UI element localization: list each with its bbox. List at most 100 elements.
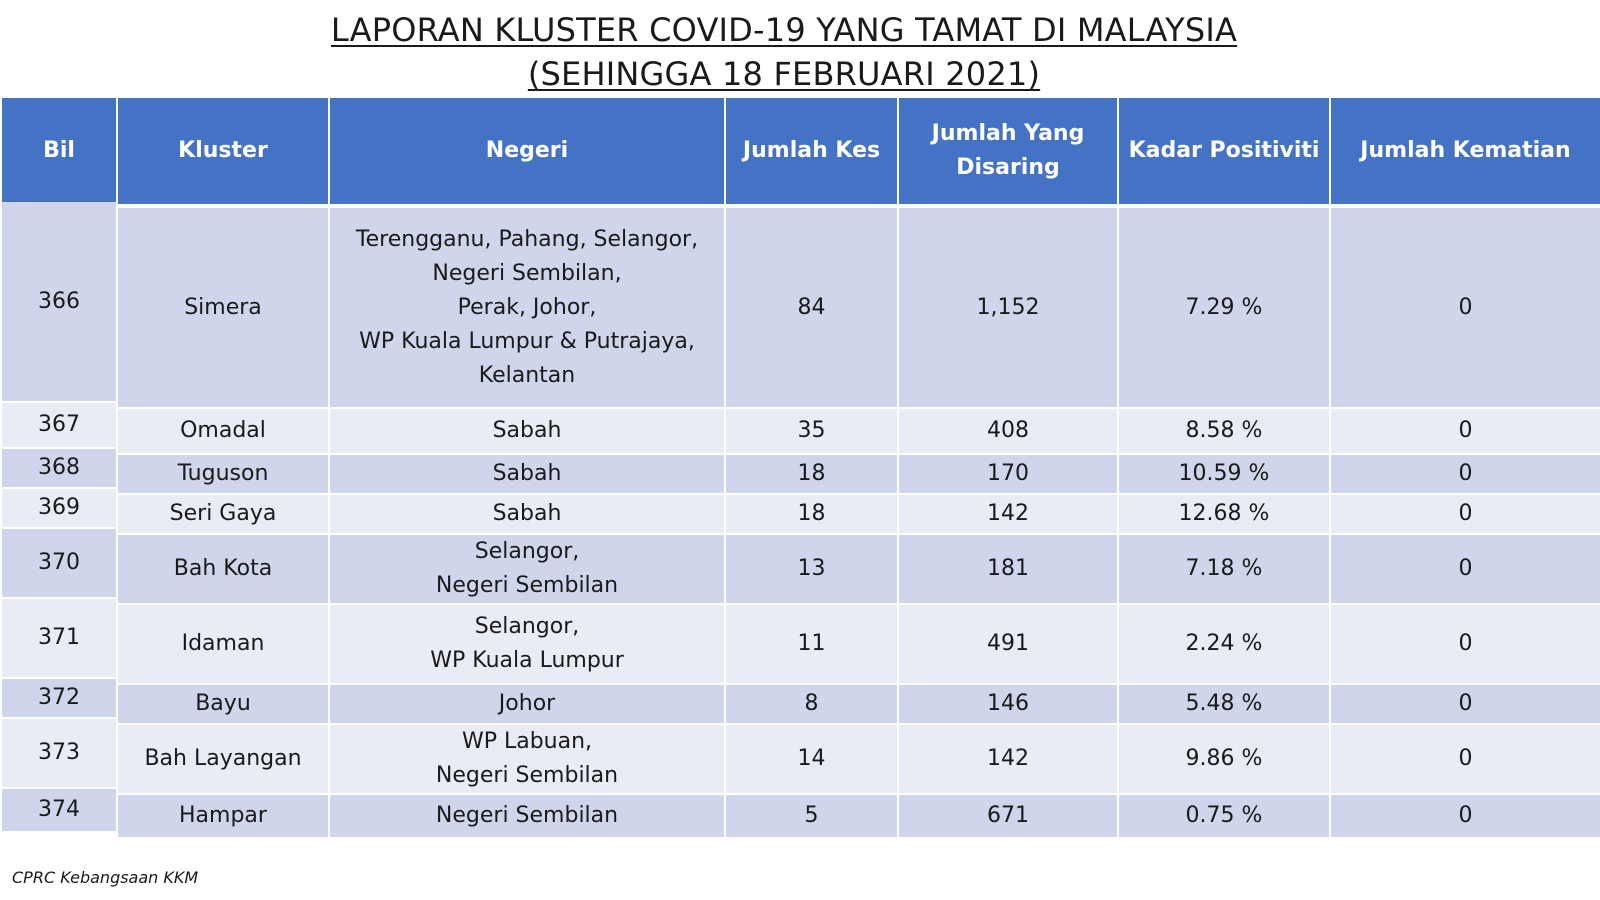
cell-bil: 367 [0, 401, 118, 449]
cell-kluster: Bayu [116, 683, 330, 725]
negeri-line: Selangor, [474, 614, 580, 639]
cell-kadar-positiviti: 2.24 % [1117, 603, 1331, 685]
cell-jumlah-kes: 13 [724, 533, 899, 605]
cell-jumlah-disaring: 146 [897, 683, 1119, 725]
cell-negeri: WP Labuan, Negeri Sembilan [328, 723, 726, 795]
header-jumlah-disaring-line2: Disaring [956, 155, 1060, 180]
negeri-line: Negeri Sembilan, [432, 260, 622, 286]
cell-negeri: Selangor, WP Kuala Lumpur [328, 603, 726, 685]
cell-negeri: Sabah [328, 407, 726, 455]
table-row: 367 Omadal Sabah 35 408 8.58 % 0 [0, 401, 1600, 455]
cell-jumlah-disaring: 142 [897, 723, 1119, 795]
header-jumlah-disaring-line1: Jumlah Yang [931, 121, 1085, 146]
cell-kadar-positiviti: 8.58 % [1117, 407, 1331, 455]
cell-bil: 366 [0, 199, 118, 403]
cell-jumlah-kes: 84 [724, 205, 899, 409]
cell-jumlah-disaring: 142 [897, 493, 1119, 535]
negeri-line: Sabah [492, 501, 562, 526]
cell-bil: 372 [0, 677, 118, 719]
cell-negeri: Terengganu, Pahang, Selangor, Negeri Semb… [328, 205, 726, 409]
negeri-line: WP Kuala Lumpur [430, 648, 624, 673]
cell-jumlah-kes: 18 [724, 453, 899, 495]
table-row: 369 Seri Gaya Sabah 18 142 12.68 % 0 [0, 487, 1600, 535]
table-row: 372 Bayu Johor 8 146 5.48 % 0 [0, 677, 1600, 725]
cell-jumlah-disaring: 181 [897, 533, 1119, 605]
header-kadar-positiviti: Kadar Positiviti [1117, 96, 1331, 207]
report-title-line1: LAPORAN KLUSTER COVID-19 YANG TAMAT DI M… [330, 11, 1238, 49]
cell-kadar-positiviti: 9.86 % [1117, 723, 1331, 795]
table-row: 374 Hampar Negeri Sembilan 5 671 0.75 % 0 [0, 787, 1600, 839]
cell-kadar-positiviti: 10.59 % [1117, 453, 1331, 495]
report-title: LAPORAN KLUSTER COVID-19 YANG TAMAT DI M… [0, 8, 1568, 96]
negeri-line: Negeri Sembilan [435, 803, 619, 828]
cell-kluster: Simera [116, 205, 330, 409]
cell-negeri: Negeri Sembilan [328, 793, 726, 839]
table-body: 366 Simera Terengganu, Pahang, Selangor, Ne… [0, 199, 1600, 839]
header-jumlah-kematian: Jumlah Kematian [1329, 96, 1600, 207]
cell-jumlah-disaring: 408 [897, 407, 1119, 455]
header-negeri: Negeri [328, 96, 726, 207]
cell-kluster: Tuguson [116, 453, 330, 495]
cell-jumlah-kematian: 0 [1329, 453, 1600, 495]
cell-bil: 371 [0, 597, 118, 679]
cell-jumlah-kes: 8 [724, 683, 899, 725]
cell-jumlah-kes: 5 [724, 793, 899, 839]
cell-kluster: Bah Layangan [116, 723, 330, 795]
cell-kadar-positiviti: 5.48 % [1117, 683, 1331, 725]
cell-jumlah-kematian: 0 [1329, 793, 1600, 839]
cell-bil: 369 [0, 487, 118, 529]
cell-jumlah-kematian: 0 [1329, 205, 1600, 409]
cell-kadar-positiviti: 12.68 % [1117, 493, 1331, 535]
cell-kadar-positiviti: 7.18 % [1117, 533, 1331, 605]
cell-kluster: Hampar [116, 793, 330, 839]
negeri-line: Sabah [492, 461, 562, 486]
table-row: 366 Simera Terengganu, Pahang, Selangor, Ne… [0, 199, 1600, 409]
cell-bil: 374 [0, 787, 118, 833]
cell-jumlah-kematian: 0 [1329, 683, 1600, 725]
cluster-table: Bil Kluster Negeri Jumlah Kes Jumlah Yan… [0, 96, 1600, 839]
negeri-line: Sabah [492, 418, 562, 443]
cell-jumlah-disaring: 170 [897, 453, 1119, 495]
negeri-line: Kelantan [478, 362, 576, 388]
table-row: 370 Bah Kota Selangor, Negeri Sembilan 13 181… [0, 527, 1600, 605]
cell-kadar-positiviti: 7.29 % [1117, 205, 1331, 409]
table-row: 368 Tuguson Sabah 18 170 10.59 % 0 [0, 447, 1600, 495]
negeri-line: Perak, Johor, [457, 294, 597, 320]
table-header-row: Bil Kluster Negeri Jumlah Kes Jumlah Yan… [0, 96, 1600, 207]
cell-jumlah-kematian: 0 [1329, 493, 1600, 535]
cell-negeri: Selangor, Negeri Sembilan [328, 533, 726, 605]
negeri-line: Johor [498, 691, 556, 716]
cell-negeri: Johor [328, 683, 726, 725]
cell-kluster: Seri Gaya [116, 493, 330, 535]
cell-kluster: Bah Kota [116, 533, 330, 605]
cell-negeri: Sabah [328, 493, 726, 535]
cell-bil: 373 [0, 717, 118, 789]
cell-jumlah-kes: 14 [724, 723, 899, 795]
cell-jumlah-kematian: 0 [1329, 407, 1600, 455]
cell-jumlah-kes: 35 [724, 407, 899, 455]
negeri-line: WP Labuan, [461, 729, 593, 754]
negeri-line: Negeri Sembilan [435, 573, 619, 598]
negeri-line: Terengganu, Pahang, Selangor, [355, 226, 699, 252]
table-row: 371 Idaman Selangor, WP Kuala Lumpur 11 491 2.… [0, 597, 1600, 685]
cell-negeri: Sabah [328, 453, 726, 495]
cell-kluster: Idaman [116, 603, 330, 685]
cell-bil: 370 [0, 527, 118, 599]
cell-jumlah-disaring: 671 [897, 793, 1119, 839]
negeri-line: Selangor, [474, 539, 580, 564]
negeri-line: WP Kuala Lumpur & Putrajaya, [359, 328, 695, 354]
cell-jumlah-kematian: 0 [1329, 603, 1600, 685]
cell-jumlah-kematian: 0 [1329, 723, 1600, 795]
cell-jumlah-kes: 18 [724, 493, 899, 535]
header-kluster: Kluster [116, 96, 330, 207]
table-row: 373 Bah Layangan WP Labuan, Negeri Sembilan… [0, 717, 1600, 795]
header-jumlah-disaring: Jumlah Yang Disaring [897, 96, 1119, 207]
header-bil: Bil [0, 96, 118, 207]
cell-jumlah-kes: 11 [724, 603, 899, 685]
negeri-line: Negeri Sembilan [435, 763, 619, 788]
cell-jumlah-kematian: 0 [1329, 533, 1600, 605]
cell-bil: 368 [0, 447, 118, 489]
report-title-line2: (SEHINGGA 18 FEBRUARI 2021) [527, 55, 1041, 93]
source-footer: CPRC Kebangsaan KKM [12, 868, 199, 887]
cell-kluster: Omadal [116, 407, 330, 455]
